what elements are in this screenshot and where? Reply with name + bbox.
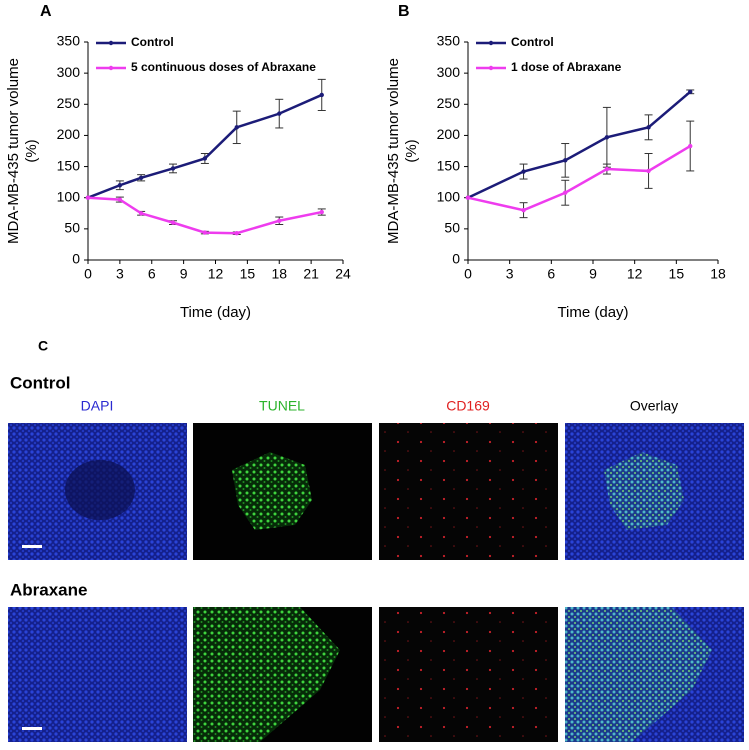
- data-point: [234, 125, 239, 130]
- legend-marker: [488, 40, 494, 46]
- data-line: [87, 93, 323, 199]
- dapi-image: [65, 460, 135, 520]
- x-tick-label: 3: [116, 266, 124, 282]
- x-tick-label: 15: [240, 266, 256, 282]
- data-line: [467, 90, 692, 199]
- legend-marker: [108, 40, 114, 46]
- data-point: [319, 209, 324, 215]
- y-tick-label: 150: [437, 157, 461, 173]
- overlay-image: [565, 607, 712, 742]
- data-point: [234, 231, 239, 236]
- data-point: [646, 125, 651, 130]
- data-point: [688, 89, 693, 95]
- data-point: [202, 230, 208, 235]
- legend-label: 5 continuous doses of Abraxane: [131, 60, 316, 74]
- data-point: [138, 211, 144, 216]
- data-point: [521, 207, 526, 213]
- x-tick-label: 6: [148, 266, 156, 282]
- y-tick-label: 250: [57, 95, 81, 111]
- y-tick-label: 100: [437, 188, 461, 204]
- panel-label: A: [40, 3, 52, 20]
- row-label: Control: [10, 373, 70, 392]
- data-point: [202, 156, 208, 161]
- data-point: [85, 195, 91, 200]
- x-tick-label: 9: [589, 266, 597, 282]
- legend-label: Control: [511, 35, 554, 49]
- y-tick-label: 100: [57, 188, 81, 204]
- data-point: [117, 197, 123, 202]
- x-tick-label: 3: [506, 266, 514, 282]
- y-tick-label: 350: [437, 33, 461, 49]
- x-tick-label: 0: [84, 266, 92, 282]
- x-tick-label: 12: [627, 266, 643, 282]
- x-axis-label: Time (day): [557, 304, 628, 321]
- dapi-image: [8, 607, 187, 742]
- x-tick-label: 12: [208, 266, 224, 282]
- y-axis-label: MDA-MB-435 tumor volume: [385, 58, 402, 244]
- y-tick-label: 350: [57, 33, 81, 49]
- data-point: [277, 111, 282, 116]
- data-point: [604, 166, 610, 172]
- y-axis-label: (%): [403, 139, 420, 162]
- data-point: [319, 92, 324, 98]
- data-point: [117, 183, 123, 188]
- y-tick-label: 300: [437, 64, 461, 80]
- data-point: [465, 195, 471, 200]
- tunel-image: [193, 607, 340, 742]
- x-tick-label: 24: [335, 266, 351, 282]
- data-point: [521, 169, 526, 174]
- y-tick-label: 200: [57, 126, 81, 142]
- y-tick-label: 50: [64, 220, 80, 236]
- panel-label: B: [398, 3, 410, 20]
- x-tick-label: 15: [669, 266, 685, 282]
- data-point: [277, 218, 282, 223]
- scale-bar: [22, 545, 42, 548]
- image-panels: [8, 423, 744, 742]
- data-point: [138, 175, 144, 180]
- column-label: DAPI: [81, 398, 114, 414]
- data-point: [563, 158, 568, 163]
- y-tick-label: 50: [444, 220, 460, 236]
- y-tick-label: 300: [57, 64, 81, 80]
- overlay-image: [604, 452, 684, 530]
- row-label: Abraxane: [10, 580, 87, 599]
- column-label: TUNEL: [259, 398, 305, 414]
- data-line: [87, 196, 323, 235]
- y-axis-label: (%): [23, 139, 40, 162]
- x-axis-label: Time (day): [180, 304, 251, 321]
- legend-label: Control: [131, 35, 174, 49]
- scale-bar: [22, 727, 42, 730]
- y-tick-label: 0: [452, 251, 460, 267]
- y-axis-label: MDA-MB-435 tumor volume: [5, 58, 22, 244]
- y-tick-label: 150: [57, 157, 81, 173]
- data-point: [170, 166, 176, 171]
- column-label: Overlay: [630, 398, 678, 414]
- column-label: CD169: [446, 398, 490, 414]
- x-tick-label: 9: [180, 266, 188, 282]
- data-point: [646, 168, 651, 174]
- data-point: [604, 135, 610, 140]
- panel-label: C: [38, 338, 48, 354]
- x-tick-label: 18: [710, 266, 726, 282]
- data-line: [467, 144, 691, 212]
- x-tick-label: 6: [547, 266, 555, 282]
- tunel-image: [232, 452, 312, 530]
- legend-marker: [488, 65, 494, 71]
- data-point: [170, 220, 176, 225]
- cd169-image: [379, 607, 558, 742]
- x-tick-label: 21: [303, 266, 319, 282]
- y-tick-label: 0: [72, 251, 80, 267]
- legend-marker: [108, 65, 114, 71]
- legend-label: 1 dose of Abraxane: [511, 60, 622, 74]
- x-tick-label: 18: [271, 266, 287, 282]
- y-tick-label: 250: [437, 95, 461, 111]
- data-point: [688, 143, 693, 149]
- cd169-image: [379, 423, 558, 560]
- data-point: [563, 190, 568, 195]
- x-tick-label: 0: [464, 266, 472, 282]
- y-tick-label: 200: [437, 126, 461, 142]
